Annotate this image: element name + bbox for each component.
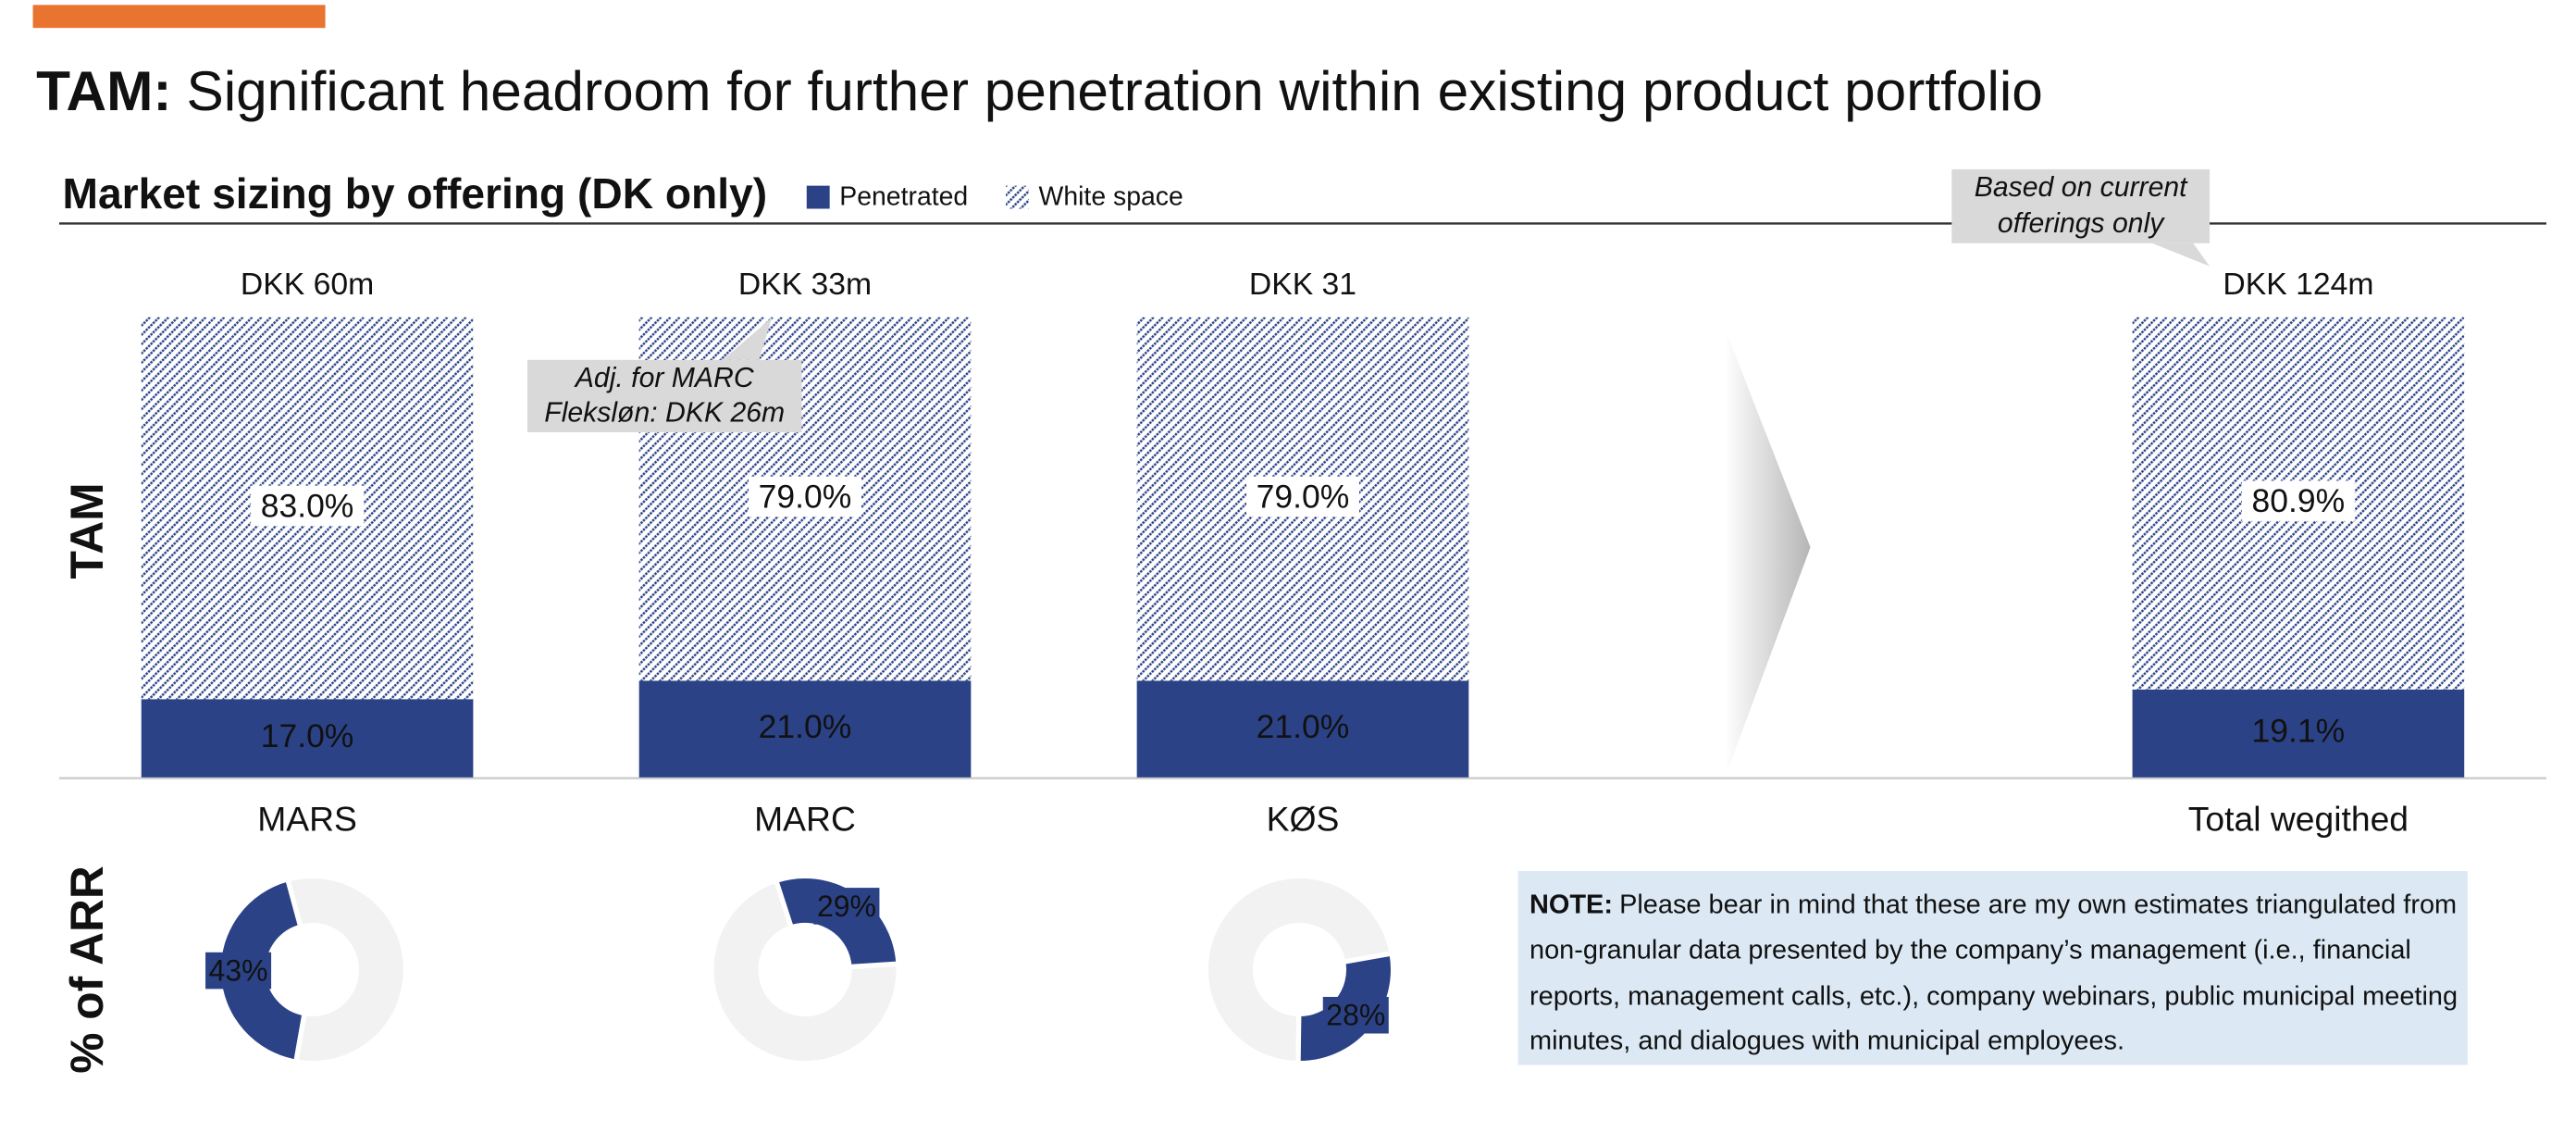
bar-segment	[1136, 680, 1469, 778]
label-box	[749, 476, 862, 517]
label-box	[251, 485, 365, 527]
callout-text: Based on current	[1975, 172, 2188, 203]
value-label: 79.0%	[759, 478, 852, 515]
callout-pointer	[2151, 243, 2211, 267]
title-text: Significant headroom for further penetra…	[186, 59, 2042, 122]
y-axis-label: TAM	[61, 482, 113, 579]
value-label: 80.9%	[2252, 482, 2346, 519]
label-box	[1322, 996, 1389, 1034]
donut-label: 29%	[817, 890, 876, 923]
donut-label: 43%	[209, 954, 268, 988]
legend-label: Penetrated	[839, 181, 968, 211]
chart-title: Market sizing by offering (DK only)	[63, 169, 768, 218]
donut-rest	[709, 877, 901, 1066]
note-text: Please bear in mind that these are my ow…	[1619, 890, 2457, 919]
donut-label: 28%	[1326, 999, 1385, 1032]
label-box	[205, 952, 272, 990]
value-label: 19.1%	[2252, 713, 2346, 750]
note-line: reports, management calls, etc.), compan…	[1530, 981, 2458, 1011]
total-label: DKK 31	[1249, 267, 1356, 302]
note-line: minutes, and dialogues with municipal em…	[1530, 1026, 2124, 1055]
legend-swatch	[806, 185, 830, 209]
callout-text: offerings only	[1998, 208, 2165, 239]
bar-segment	[638, 680, 972, 778]
value-label: 21.0%	[759, 708, 852, 745]
note-line: NOTE: Please bear in mind that these are …	[1530, 890, 2457, 919]
callout-box	[1951, 168, 2211, 243]
callout-text: Adj. for MARC	[574, 363, 754, 393]
category-label: Total wegithed	[2188, 800, 2409, 839]
donut-axis-label: % of ARR	[61, 865, 113, 1074]
donut-rest	[284, 873, 409, 1066]
category-label: MARC	[754, 800, 856, 839]
label-box	[2241, 480, 2355, 521]
accent-bar	[32, 5, 326, 29]
value-label: 21.0%	[1257, 708, 1350, 745]
callout-text: Fleksløn: DKK 26m	[544, 397, 785, 428]
total-label: DKK 60m	[241, 267, 374, 302]
bar-segment	[141, 699, 474, 778]
note-line: non-granular data presented by the compa…	[1530, 936, 2411, 965]
legend-swatch	[1006, 185, 1029, 209]
bar-segment	[2132, 689, 2465, 778]
callout-pointer	[723, 317, 773, 360]
chevron	[1725, 329, 1811, 778]
label-box	[813, 888, 880, 925]
legend-label: White space	[1039, 181, 1183, 211]
category-label: MARS	[257, 800, 357, 839]
label-box	[1245, 476, 1359, 517]
category-label: KØS	[1267, 800, 1340, 839]
note-box	[1517, 870, 2468, 1065]
total-label: DKK 124m	[2223, 267, 2373, 302]
value-label: 17.0%	[261, 717, 354, 754]
callout-box	[526, 359, 802, 432]
slide-title: TAM: Significant headroom for further pen…	[36, 59, 2043, 122]
note-label: NOTE:	[1530, 890, 1613, 919]
donut-rest	[1203, 873, 1395, 1066]
value-label: 83.0%	[261, 487, 354, 524]
total-label: DKK 33m	[738, 267, 872, 302]
title-lead: TAM:	[36, 59, 171, 122]
value-label: 79.0%	[1257, 478, 1350, 515]
